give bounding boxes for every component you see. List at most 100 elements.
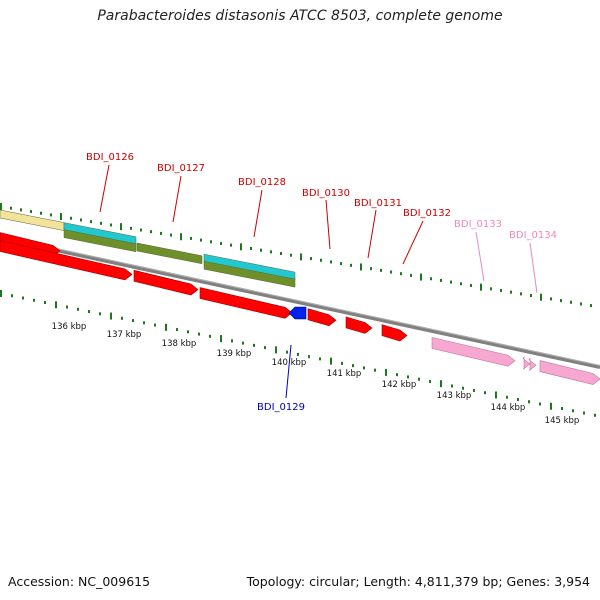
outer-tick: [160, 231, 162, 235]
outer-tick: [240, 243, 242, 251]
inner-tick: [517, 397, 519, 401]
inner-tick: [242, 341, 244, 345]
outer-tick: [140, 228, 142, 232]
inner-tick: [286, 350, 288, 354]
inner-tick: [198, 332, 200, 336]
gene-leader-line: [475, 231, 485, 282]
outer-tick: [460, 282, 462, 286]
outer-tick: [230, 243, 232, 247]
inner-tick: [495, 391, 497, 399]
outer-tick: [560, 299, 562, 303]
outer-tick: [310, 257, 312, 261]
inner-tick: [66, 305, 68, 309]
outer-tick: [540, 293, 542, 301]
outer-tick: [390, 270, 392, 274]
inner-tick: [110, 312, 112, 320]
inner-tick: [594, 413, 596, 417]
outer-tick: [150, 230, 152, 234]
gene-leader-line: [402, 220, 424, 265]
genome-summary: Topology: circular; Length: 4,811,379 bp…: [246, 574, 590, 589]
outer-tick: [210, 240, 212, 244]
gene-label: BDI_0131: [354, 198, 402, 209]
scale-label: 137 kbp: [107, 330, 142, 340]
outer-tick: [440, 278, 442, 282]
outer-tick: [320, 258, 322, 262]
outer-tick: [110, 223, 112, 227]
feature-band-yellow: [0, 209, 65, 231]
inner-tick: [407, 375, 409, 379]
gene-leader-line: [99, 164, 110, 213]
outer-tick: [290, 253, 292, 257]
outer-tick: [370, 267, 372, 271]
outer-tick: [410, 273, 412, 277]
outer-tick: [100, 221, 102, 225]
inner-tick: [275, 346, 277, 354]
gene-label: BDI_0129: [257, 402, 305, 413]
gene-label: BDI_0132: [403, 208, 451, 219]
inner-tick: [220, 335, 222, 343]
cds-arrow-BDI_0126: [0, 240, 133, 281]
genome-title: Parabacteroides distasonis ATCC 8503, co…: [97, 8, 503, 24]
outer-tick: [50, 213, 52, 217]
inner-tick: [132, 319, 134, 323]
accession-label: Accession: NC_009615: [8, 574, 151, 589]
inner-tick: [22, 296, 24, 300]
outer-tick: [270, 250, 272, 254]
scale-label: 145 kbp: [545, 416, 580, 426]
inner-tick: [561, 407, 563, 411]
outer-tick: [300, 253, 302, 261]
inner-tick: [55, 301, 57, 309]
inner-tick: [396, 373, 398, 377]
inner-tick: [308, 355, 310, 359]
outer-tick: [400, 272, 402, 276]
inner-tick: [165, 323, 167, 331]
outer-tick: [450, 280, 452, 284]
gene-leader-line: [367, 209, 377, 259]
genome-backbone: [0, 236, 600, 369]
feature-band-olive-1: [63, 229, 137, 253]
scale-label: 141 kbp: [327, 369, 362, 379]
cds-arrow-BDI_0134-a: [522, 356, 531, 370]
outer-tick: [220, 241, 222, 245]
inner-tick: [462, 386, 464, 390]
inner-tick: [99, 312, 101, 316]
outer-tick: [260, 248, 262, 252]
inner-tick: [297, 352, 299, 356]
inner-tick: [77, 307, 79, 311]
outer-tick: [360, 263, 362, 271]
gene-leader-line: [529, 242, 538, 294]
inner-tick: [209, 334, 211, 338]
outer-tick: [530, 294, 532, 298]
inner-tick: [176, 328, 178, 332]
outer-tick: [420, 273, 422, 281]
outer-tick: [180, 233, 182, 241]
gene-label: BDI_0128: [238, 177, 286, 188]
cds-arrow-BDI_0132: [381, 324, 408, 342]
outer-tick: [480, 283, 482, 291]
outer-tick-ring: [0, 203, 592, 308]
scale-label: 142 kbp: [382, 380, 417, 390]
inner-tick: [143, 321, 145, 325]
cds-arrow-BDI_0128: [199, 287, 293, 319]
scale-label: 144 kbp: [491, 403, 526, 413]
outer-tick: [590, 304, 592, 308]
gene-leader-line: [285, 344, 292, 399]
outer-tick: [430, 277, 432, 281]
outer-tick: [170, 233, 172, 237]
outer-tick: [40, 211, 42, 215]
outer-tick: [250, 247, 252, 250]
cds-arrow-BDI_0127: [133, 269, 199, 296]
inner-tick: [187, 330, 189, 334]
inner-tick: [440, 380, 442, 388]
cds-arrow-BDI_0133: [431, 337, 516, 367]
outer-tick: [30, 210, 32, 214]
inner-tick: [418, 377, 420, 381]
outer-tick: [570, 300, 572, 304]
outer-tick: [80, 218, 82, 222]
gene-leader-line: [253, 189, 263, 238]
outer-tick: [330, 260, 332, 264]
outer-tick: [60, 213, 62, 221]
gene-label: BDI_0127: [157, 163, 205, 174]
inner-tick: [352, 364, 354, 368]
